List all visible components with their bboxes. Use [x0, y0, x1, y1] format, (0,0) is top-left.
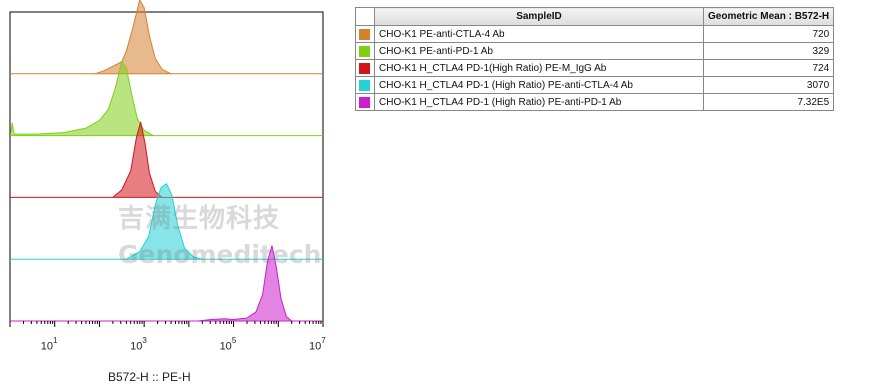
legend-sample-id: CHO-K1 PE-anti-CTLA-4 Ab — [374, 25, 704, 43]
legend-geomean: 329 — [702, 42, 835, 60]
legend-header-row: SampleID Geometric Mean : B572-H — [355, 7, 835, 26]
histogram-plot: 吉满生物科技 Genomeditech B572-H :: PE-H 101 10… — [0, 0, 340, 392]
legend-sample-id: CHO-K1 H_CTLA4 PD-1 (High Ratio) PE-anti… — [374, 76, 704, 94]
tick-base: 10 — [130, 340, 143, 353]
series-line-3 — [112, 121, 163, 198]
series-area-1 — [95, 0, 171, 74]
x-tick-label: 107 — [309, 336, 326, 353]
legend-row: CHO-K1 PE-anti-PD-1 Ab 329 — [355, 42, 835, 60]
x-axis-ticks — [9, 321, 324, 327]
legend-table: SampleID Geometric Mean : B572-H CHO-K1 … — [355, 7, 835, 111]
legend-header-blank — [355, 7, 375, 26]
legend-swatch — [359, 62, 370, 74]
series-area-5 — [197, 245, 292, 321]
legend-row: CHO-K1 PE-anti-CTLA-4 Ab 720 — [355, 25, 835, 43]
series-2 — [10, 60, 323, 137]
tick-base: 10 — [219, 340, 232, 353]
legend-swatch-cell — [355, 59, 375, 77]
tick-base: 10 — [40, 340, 53, 353]
tick-exponent: 5 — [231, 336, 237, 345]
tick-exponent: 7 — [321, 336, 326, 345]
watermark-english: Genomeditech — [118, 240, 322, 269]
series-area-3 — [112, 122, 162, 198]
tick-exponent: 3 — [142, 336, 147, 345]
legend-header-sampleid: SampleID — [374, 7, 704, 26]
series-line-5 — [197, 245, 293, 322]
series-5 — [10, 245, 323, 322]
tick-base: 10 — [309, 340, 322, 353]
legend-swatch — [359, 96, 370, 108]
legend-body: CHO-K1 PE-anti-CTLA-4 Ab 720 CHO-K1 PE-ant… — [355, 25, 835, 111]
legend-geomean: 7.32E5 — [702, 93, 835, 111]
series-line-4 — [126, 183, 203, 260]
legend-swatch-cell — [355, 93, 375, 111]
histogram-svg — [9, 0, 324, 327]
legend-sample-id: CHO-K1 H_CTLA4 PD-1 (High Ratio) PE-anti… — [374, 93, 704, 111]
legend-row: CHO-K1 H_CTLA4 PD-1(High Ratio) PE-M_IgG… — [355, 59, 835, 77]
series-line-1 — [94, 0, 172, 75]
legend-sample-id: CHO-K1 H_CTLA4 PD-1(High Ratio) PE-M_IgG… — [374, 59, 704, 77]
x-axis-title: B572-H :: PE-H — [108, 370, 191, 384]
legend-row: CHO-K1 H_CTLA4 PD-1 (High Ratio) PE-anti… — [355, 76, 835, 94]
legend-swatch — [359, 28, 370, 40]
watermark-chinese: 吉满生物科技 — [118, 204, 281, 234]
x-tick-label: 103 — [130, 336, 147, 353]
series-area-4 — [126, 183, 203, 260]
legend-swatch-cell — [355, 25, 375, 43]
series-1 — [10, 0, 323, 75]
legend-swatch — [359, 45, 370, 57]
legend-geomean: 3070 — [702, 76, 835, 94]
legend-swatch-cell — [355, 42, 375, 60]
legend-sample-id: CHO-K1 PE-anti-PD-1 Ab — [374, 42, 704, 60]
series-line-2 — [10, 60, 154, 137]
x-tick-label: 105 — [219, 336, 237, 353]
legend-swatch — [359, 79, 370, 91]
tick-exponent: 1 — [52, 336, 58, 345]
x-tick-label: 101 — [40, 336, 58, 353]
legend-row: CHO-K1 H_CTLA4 PD-1 (High Ratio) PE-anti… — [355, 93, 835, 111]
legend-geomean: 724 — [702, 59, 835, 77]
legend-header-geomean: Geometric Mean : B572-H — [702, 7, 835, 26]
legend-geomean: 720 — [702, 25, 835, 43]
legend-swatch-cell — [355, 76, 375, 94]
